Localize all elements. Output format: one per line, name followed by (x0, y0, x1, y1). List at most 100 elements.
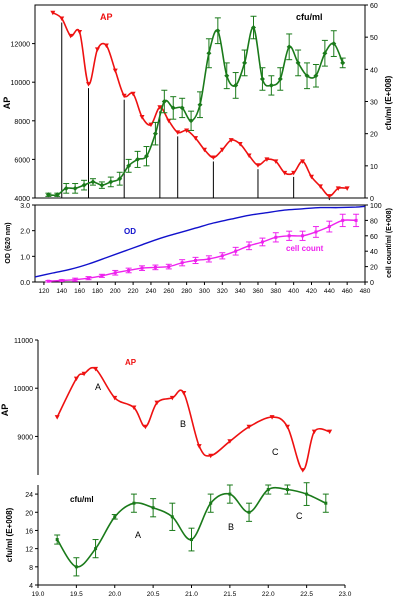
top-ap-point (121, 93, 127, 99)
mid-right-tick-label: 0 (370, 280, 374, 287)
b1-label-C: C (272, 447, 279, 457)
b1-ap-label: AP (125, 358, 137, 367)
top-cfu-point (242, 60, 248, 66)
top-ap-point (184, 128, 190, 133)
mid-x-tick-label: 160 (74, 288, 85, 295)
top-right-tick-label: 0 (370, 196, 374, 203)
mid-left-ticks: 0.0 1.0 2.0 3.0 (20, 203, 35, 287)
mid-cell-point (207, 257, 211, 261)
mid-cell-point (113, 271, 117, 275)
top-left-tick-label: 10000 (11, 80, 31, 87)
mid-x-tick-label: 420 (306, 288, 317, 295)
mid-left-tick-label: 1.0 (20, 254, 30, 261)
b1-ap-series (54, 366, 333, 473)
mid-cell-point (194, 258, 198, 262)
mid-od-line (34, 205, 366, 278)
top-cfu-point (251, 25, 257, 31)
b2-y-tick-label: 24 (25, 492, 33, 499)
b2-label-C: C (296, 511, 303, 521)
top-cfu-point (152, 131, 158, 137)
top-ap-point (50, 10, 56, 16)
b1-ylabel: AP (0, 404, 10, 417)
b2-x-tick-label: 21.0 (185, 591, 198, 598)
mid-cell-point (220, 254, 224, 258)
top-ap-point (317, 184, 323, 189)
mid-cell-series (45, 213, 360, 283)
mid-cell-point (327, 225, 331, 229)
mid-right-tick-label: 20 (370, 265, 378, 272)
b1-ap-point (246, 424, 252, 430)
mid-right-tick-label: 100 (370, 203, 382, 210)
b2-cfu-label: cfu/ml (70, 495, 94, 504)
mid-ylabel-right: cell count/ml (E+008) (386, 208, 393, 278)
mid-x-ticks: 120 140 160 180 200 220 240 260 280 300 320 340 360 3… (38, 282, 371, 295)
top-cfu-line (48, 26, 344, 197)
top-cfu-point (304, 73, 310, 79)
b2-x-tick-label: 20.5 (147, 591, 160, 598)
b1-ap-point (73, 376, 79, 382)
b1-label-B: B (180, 419, 186, 429)
top-right-tick-label: 60 (370, 3, 378, 10)
b1-ap-point (196, 444, 202, 449)
top-ap-point (335, 186, 341, 191)
b1-ap-point (284, 424, 290, 430)
b1-ap-point (142, 424, 148, 430)
top-ap-point (326, 194, 332, 199)
b1-y-tick-label: 10000 (14, 386, 34, 393)
b2-cfu-point (170, 515, 174, 519)
b1-label-A: A (95, 382, 101, 392)
mid-cell-point (100, 274, 104, 278)
mid-plot-frame (34, 204, 366, 283)
top-cfu-point (268, 82, 274, 88)
mid-x-tick-label: 480 (360, 288, 371, 295)
top-cfu-point (72, 185, 78, 191)
bottom-ap-panel: 9000 10000 11000 AP A B C AP (0, 338, 333, 475)
b2-cfu-point (247, 510, 251, 514)
b1-ap-point (208, 453, 214, 459)
top-cfu-point (188, 118, 194, 124)
top-cfu-point (54, 192, 60, 198)
top-ap-point (246, 153, 252, 159)
mid-x-tick-label: 440 (324, 288, 335, 295)
mid-x-tick-label: 300 (199, 288, 210, 295)
b2-cfu-point (74, 565, 78, 569)
mid-x-tick-label: 240 (146, 288, 157, 295)
b2-y-tick-label: 20 (25, 510, 33, 517)
b2-cfu-point (55, 538, 59, 542)
b2-y-tick-label: 4 (29, 583, 33, 590)
mid-cell-point (314, 230, 318, 234)
mid-cell-point (46, 279, 50, 283)
top-ap-point (86, 82, 92, 87)
top-ap-label: AP (100, 12, 113, 22)
b1-ap-point (227, 439, 233, 444)
b2-cfu-point (285, 488, 289, 492)
b2-x-tick-label: 19.0 (32, 591, 45, 598)
b2-cfu-point (94, 547, 98, 551)
b2-cfu-point (209, 501, 213, 505)
top-left-tick-label: 8000 (14, 119, 30, 126)
top-cfu-point (135, 156, 141, 162)
b2-y-tick-label: 8 (29, 565, 33, 572)
top-ap-point (273, 159, 279, 164)
b2-x-tick-label: 22.5 (300, 591, 313, 598)
top-ap-point (77, 30, 83, 35)
top-left-tick-label: 4000 (14, 196, 30, 203)
bottom-cfu-panel: 4 8 12 16 20 24 19.0 19.5 20.0 20.5 21.0 21.5 22.0 2… (5, 482, 352, 598)
middle-panel: 0.0 1.0 2.0 3.0 0 20 40 60 80 100 120 140 160 180 20… (5, 203, 393, 295)
mid-x-tick-label: 200 (110, 288, 121, 295)
mid-cell-point (234, 249, 238, 253)
mid-x-tick-label: 280 (181, 288, 192, 295)
top-ap-point (228, 138, 234, 143)
mid-cell-point (140, 266, 144, 270)
b1-ap-point (311, 429, 317, 435)
mid-x-tick-label: 400 (288, 288, 299, 295)
top-ylabel-left: AP (2, 97, 12, 110)
top-left-tick-label: 12000 (11, 42, 31, 49)
b2-x-tick-label: 19.5 (70, 591, 83, 598)
top-cfu-point (224, 73, 230, 79)
mid-x-tick-label: 460 (342, 288, 353, 295)
b1-ap-point (269, 415, 275, 420)
mid-x-tick-label: 260 (163, 288, 174, 295)
top-cfu-point (179, 105, 185, 111)
